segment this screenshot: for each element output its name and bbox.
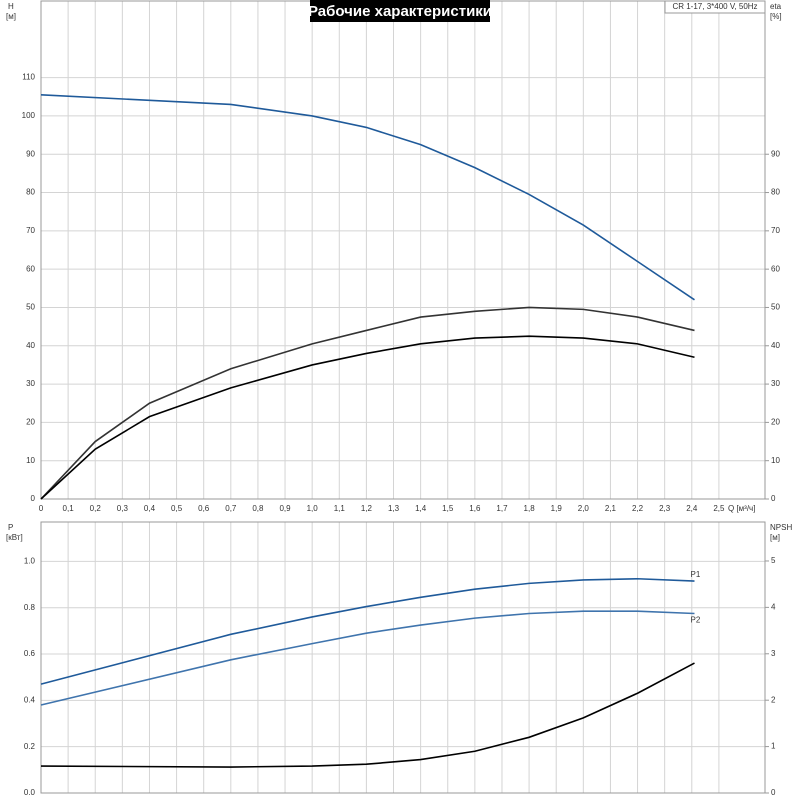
y-tick-label: 30 bbox=[26, 379, 35, 388]
y-tick-label: 10 bbox=[26, 456, 35, 465]
y2-tick-label: 0 bbox=[771, 788, 776, 797]
annotation-box bbox=[664, 0, 766, 14]
y2-tick-label: 60 bbox=[771, 264, 780, 273]
y-tick-label: 0.6 bbox=[24, 649, 36, 658]
y-tick-label: 0 bbox=[31, 494, 36, 503]
y2-tick-label: 1 bbox=[771, 742, 776, 751]
x-tick-label: 1,3 bbox=[388, 504, 400, 513]
y2-tick-label: 50 bbox=[771, 303, 780, 312]
y2-tick-label: 90 bbox=[771, 149, 780, 158]
y-axis-unit: [м] bbox=[6, 12, 16, 21]
chart-title: Рабочие характеристики bbox=[308, 3, 492, 20]
series-label: P2 bbox=[690, 616, 700, 625]
y-axis-unit: [кВт] bbox=[6, 533, 23, 542]
x-tick-label: 2,0 bbox=[578, 504, 590, 513]
y-tick-label: 1.0 bbox=[24, 556, 36, 565]
y-tick-label: 0.0 bbox=[24, 788, 36, 797]
x-tick-label: 1,6 bbox=[469, 504, 481, 513]
y-axis-label: H bbox=[8, 2, 14, 11]
x-tick-label: 2,2 bbox=[632, 504, 644, 513]
y-tick-label: 80 bbox=[26, 188, 35, 197]
y-tick-label: 40 bbox=[26, 341, 35, 350]
y2-tick-label: 80 bbox=[771, 188, 780, 197]
x-tick-label: 2,3 bbox=[659, 504, 671, 513]
x-tick-label: 0,9 bbox=[279, 504, 291, 513]
y2-axis-unit: [%] bbox=[770, 12, 782, 21]
plot-frame bbox=[40, 521, 766, 794]
title-box bbox=[310, 0, 490, 22]
x-tick-label: 1,9 bbox=[551, 504, 563, 513]
y-tick-label: 20 bbox=[26, 417, 35, 426]
y2-tick-label: 3 bbox=[771, 649, 776, 658]
x-tick-label: 2,4 bbox=[686, 504, 698, 513]
series-line bbox=[40, 662, 695, 768]
x-tick-label: 1,0 bbox=[307, 504, 319, 513]
x-tick-label: 0 bbox=[39, 504, 44, 513]
x-tick-label: 0,4 bbox=[144, 504, 156, 513]
x-tick-label: 1,4 bbox=[415, 504, 427, 513]
y2-tick-label: 0 bbox=[771, 494, 776, 503]
y-tick-label: 70 bbox=[26, 226, 35, 235]
y2-tick-label: 2 bbox=[771, 695, 776, 704]
y2-tick-label: 30 bbox=[771, 379, 780, 388]
y-tick-label: 60 bbox=[26, 264, 35, 273]
y-tick-label: 110 bbox=[22, 73, 35, 82]
y2-tick-label: 10 bbox=[771, 456, 780, 465]
x-tick-label: 1,1 bbox=[334, 504, 346, 513]
x-tick-label: 0,1 bbox=[63, 504, 75, 513]
x-tick-label: 2,5 bbox=[713, 504, 725, 513]
y2-tick-label: 40 bbox=[771, 341, 780, 350]
y2-tick-label: 5 bbox=[771, 556, 776, 565]
y-tick-label: 0.2 bbox=[24, 742, 36, 751]
x-tick-label: 1,5 bbox=[442, 504, 454, 513]
x-tick-label: 2,1 bbox=[605, 504, 617, 513]
x-tick-label: 0,7 bbox=[225, 504, 237, 513]
annotation: CR 1-17, 3*400 V, 50Hz bbox=[672, 2, 757, 11]
series-line bbox=[40, 610, 695, 706]
x-tick-label: 0,3 bbox=[117, 504, 129, 513]
y-tick-label: 0.4 bbox=[24, 695, 36, 704]
series-line bbox=[40, 306, 695, 500]
x-tick-label: 1,2 bbox=[361, 504, 373, 513]
y-tick-label: 100 bbox=[22, 111, 36, 120]
series-line bbox=[40, 335, 695, 500]
x-tick-label: 0,8 bbox=[252, 504, 264, 513]
y2-tick-label: 4 bbox=[771, 602, 776, 611]
x-tick-label: 1,7 bbox=[496, 504, 508, 513]
series-label: P1 bbox=[690, 570, 700, 579]
y2-axis-label: eta bbox=[770, 2, 782, 11]
x-axis-label: Q [м³/ч] bbox=[728, 504, 755, 513]
series-line bbox=[40, 577, 695, 685]
y2-tick-label: 70 bbox=[771, 226, 780, 235]
y-tick-label: 0.8 bbox=[24, 603, 36, 612]
x-tick-label: 0,6 bbox=[198, 504, 210, 513]
y-tick-label: 90 bbox=[26, 149, 35, 158]
y2-axis-unit: [м] bbox=[770, 533, 780, 542]
y2-axis-label: NPSH bbox=[770, 523, 792, 532]
x-tick-label: 0,2 bbox=[90, 504, 102, 513]
y-axis-label: P bbox=[8, 523, 13, 532]
series-line bbox=[40, 94, 695, 301]
x-tick-label: 1,8 bbox=[524, 504, 536, 513]
y2-tick-label: 20 bbox=[771, 417, 780, 426]
y-tick-label: 50 bbox=[26, 303, 35, 312]
x-tick-label: 0,5 bbox=[171, 504, 183, 513]
